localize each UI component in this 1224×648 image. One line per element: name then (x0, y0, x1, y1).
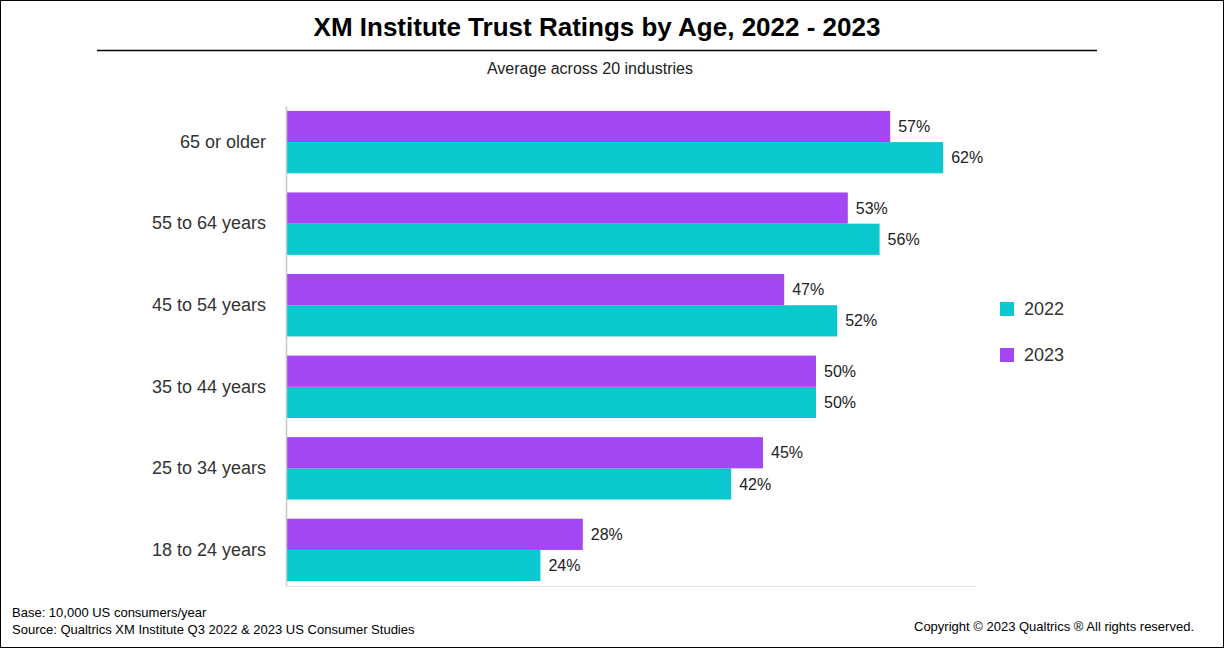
legend: 2022 2023 (1000, 299, 1064, 365)
data-label: 45% (771, 444, 803, 461)
bar (286, 356, 816, 387)
bars (286, 111, 943, 581)
bar (286, 142, 943, 173)
y-tick-label: 55 to 64 years (152, 213, 266, 233)
frame (1, 1, 1224, 648)
footnote: Source: Qualtrics XM Institute Q3 2022 &… (12, 622, 415, 637)
legend-swatch (1000, 348, 1014, 362)
data-label: 28% (591, 526, 623, 543)
data-label: 56% (888, 231, 920, 248)
x-axis (287, 586, 976, 587)
bar (286, 274, 784, 305)
data-label: 50% (824, 363, 856, 380)
y-tick-label: 18 to 24 years (152, 540, 266, 560)
y-tick-label: 65 or older (180, 132, 266, 152)
data-label: 62% (951, 149, 983, 166)
y-axis-line (286, 107, 288, 587)
data-label: 47% (792, 281, 824, 298)
legend-item: 2023 (1000, 345, 1064, 365)
title: XM Institute Trust Ratings by Age, 2022 … (314, 12, 881, 42)
data-label: 42% (739, 476, 771, 493)
y-tick: 65 or older (180, 132, 286, 152)
data-label: 50% (824, 394, 856, 411)
data-label: 53% (856, 200, 888, 217)
y-tick-label: 25 to 34 years (152, 458, 266, 478)
data-label: 57% (898, 118, 930, 135)
bar (286, 519, 583, 550)
y-tick: 45 to 54 years (152, 295, 286, 315)
copyright: Copyright © 2023 Qualtrics ® All rights … (914, 619, 1194, 634)
bar (286, 468, 731, 499)
y-tick-label: 45 to 54 years (152, 295, 266, 315)
bar (286, 305, 837, 336)
y-tick: 18 to 24 years (152, 540, 286, 560)
subtitle: Average across 20 industries (487, 60, 693, 77)
data-label: 24% (548, 557, 580, 574)
y-tick: 55 to 64 years (152, 213, 286, 233)
y-tick: 25 to 34 years (152, 458, 286, 478)
bar (286, 111, 890, 142)
data-labels: 62% 56% 52% 50% 42% 24% 57% 53% 47% 50% 45% 28% (548, 118, 983, 574)
y-tick-label: 35 to 44 years (152, 377, 266, 397)
bar (286, 224, 880, 255)
bar (286, 550, 540, 581)
y-tick: 35 to 44 years (152, 377, 286, 397)
legend-label: 2022 (1024, 299, 1064, 319)
footnote: Base: 10,000 US consumers/year (12, 605, 207, 620)
legend-swatch (1000, 302, 1014, 316)
bar (286, 192, 848, 223)
y-axis: 65 or older 55 to 64 years 45 to 54 years 3… (152, 107, 287, 587)
bar (286, 437, 763, 468)
chart: XM Institute Trust Ratings by Age, 2022 … (0, 0, 1224, 648)
x-axis-line (287, 586, 976, 587)
legend-item: 2022 (1000, 299, 1064, 319)
bar (286, 387, 816, 418)
data-label: 52% (845, 312, 877, 329)
legend-label: 2023 (1024, 345, 1064, 365)
title-rule (97, 50, 1097, 52)
